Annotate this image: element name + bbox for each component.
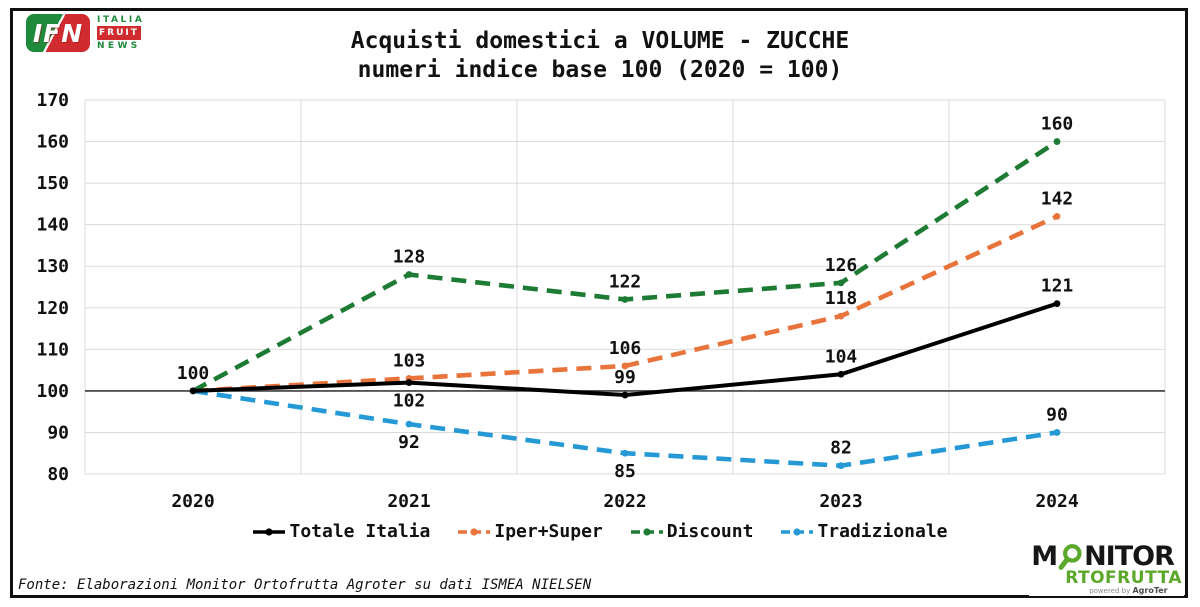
monitor-logo-nitor: NITOR: [1084, 541, 1175, 572]
agroter-brand: AgroTer: [1132, 586, 1168, 595]
magnifier-icon: [1058, 544, 1082, 570]
legend-marker-icon: [458, 527, 491, 536]
data-point: [189, 387, 197, 395]
y-tick-label: 110: [36, 339, 69, 360]
monitor-logo-line2: RTOFRUTTA: [1065, 568, 1182, 588]
data-label: 85: [614, 461, 636, 482]
legend-marker-icon: [781, 527, 814, 536]
data-label: 160: [1041, 114, 1074, 135]
data-point: [837, 462, 845, 470]
data-label: 92: [398, 432, 420, 453]
chart-title-line2: numeri indice base 100 (2020 = 100): [357, 57, 843, 83]
data-label: 118: [825, 288, 858, 309]
y-tick-label: 90: [47, 422, 69, 443]
data-point: [621, 449, 629, 457]
ifn-logo-fruit: FRUIT: [97, 26, 141, 40]
legend-item-iper-super: Iper+Super: [457, 521, 603, 542]
ifn-badge-icon: IFN: [26, 14, 90, 52]
monitor-logo-powered-by: powered by AgroTer: [1089, 586, 1182, 596]
legend-label: Totale Italia: [289, 521, 431, 542]
y-tick-label: 150: [36, 173, 69, 194]
data-point: [405, 271, 413, 278]
data-label: 106: [609, 338, 642, 359]
y-tick-label: 160: [36, 132, 69, 153]
legend-marker-icon: [630, 527, 663, 536]
data-label: 104: [825, 346, 858, 367]
y-tick-label: 130: [36, 256, 69, 277]
data-label: 103: [393, 350, 426, 371]
data-label: 90: [1046, 404, 1068, 425]
x-tick-label: 2020: [171, 491, 214, 512]
x-tick-label: 2023: [819, 491, 862, 512]
powered-by-label: powered by: [1089, 587, 1131, 595]
data-label: 82: [830, 438, 852, 459]
legend-item-totale-italia: Totale Italia: [252, 521, 430, 542]
data-label: 128: [393, 247, 426, 268]
ifn-logo-italia: ITALIA: [97, 15, 145, 25]
data-label: 99: [614, 367, 636, 388]
data-point: [837, 279, 845, 287]
chart-legend: Totale Italia Iper+Super Discount Tradizion…: [0, 521, 1200, 542]
source-note: Fonte: Elaborazioni Monitor Ortofrutta A…: [18, 577, 592, 593]
data-label: 121: [1041, 276, 1074, 297]
legend-item-tradizionale: Tradizionale: [780, 521, 948, 542]
legend-label: Discount: [666, 521, 754, 542]
chart-title-line1: Acquisti domestici a VOLUME - ZUCCHE: [350, 28, 850, 54]
monitor-logo-m: M: [1031, 541, 1058, 572]
data-point: [621, 296, 629, 303]
data-label: 126: [825, 255, 858, 276]
y-tick-label: 100: [36, 381, 69, 402]
legend-marker-icon: [253, 527, 286, 536]
ifn-logo: IFN ITALIA FRUIT NEWS: [26, 14, 144, 52]
data-point: [405, 379, 413, 386]
data-point: [1053, 212, 1061, 220]
y-tick-label: 140: [36, 215, 69, 236]
y-tick-label: 170: [36, 90, 69, 111]
data-point: [621, 362, 629, 370]
data-point: [837, 312, 845, 320]
data-point: [1053, 300, 1061, 308]
monitor-ortofrutta-logo: M NITOR RTOFRUTTA powered by AgroTer: [1029, 543, 1184, 596]
x-tick-label: 2024: [1035, 491, 1079, 512]
legend-label: Tradizionale: [817, 521, 948, 542]
y-tick-label: 120: [36, 298, 69, 319]
x-tick-label: 2022: [603, 491, 646, 512]
x-tick-label: 2021: [387, 491, 430, 512]
data-label: 122: [609, 271, 642, 292]
figure-border: [10, 8, 1188, 598]
monitor-logo-line1: M NITOR: [1031, 543, 1182, 571]
data-point: [1053, 138, 1061, 145]
data-point: [837, 370, 845, 378]
data-point: [405, 420, 413, 428]
data-point: [1053, 429, 1061, 436]
data-label: 100: [177, 363, 210, 384]
y-tick-label: 80: [47, 464, 69, 485]
ifn-logo-news: NEWS: [97, 41, 141, 51]
data-label: 102: [393, 391, 426, 412]
legend-item-discount: Discount: [630, 521, 754, 542]
data-point: [621, 391, 629, 399]
data-label: 142: [1041, 188, 1074, 209]
ifn-logo-text: ITALIA FRUIT NEWS: [97, 14, 144, 52]
legend-label: Iper+Super: [494, 521, 603, 542]
chart-title: Acquisti domestici a VOLUME - ZUCCHE num…: [0, 27, 1200, 85]
